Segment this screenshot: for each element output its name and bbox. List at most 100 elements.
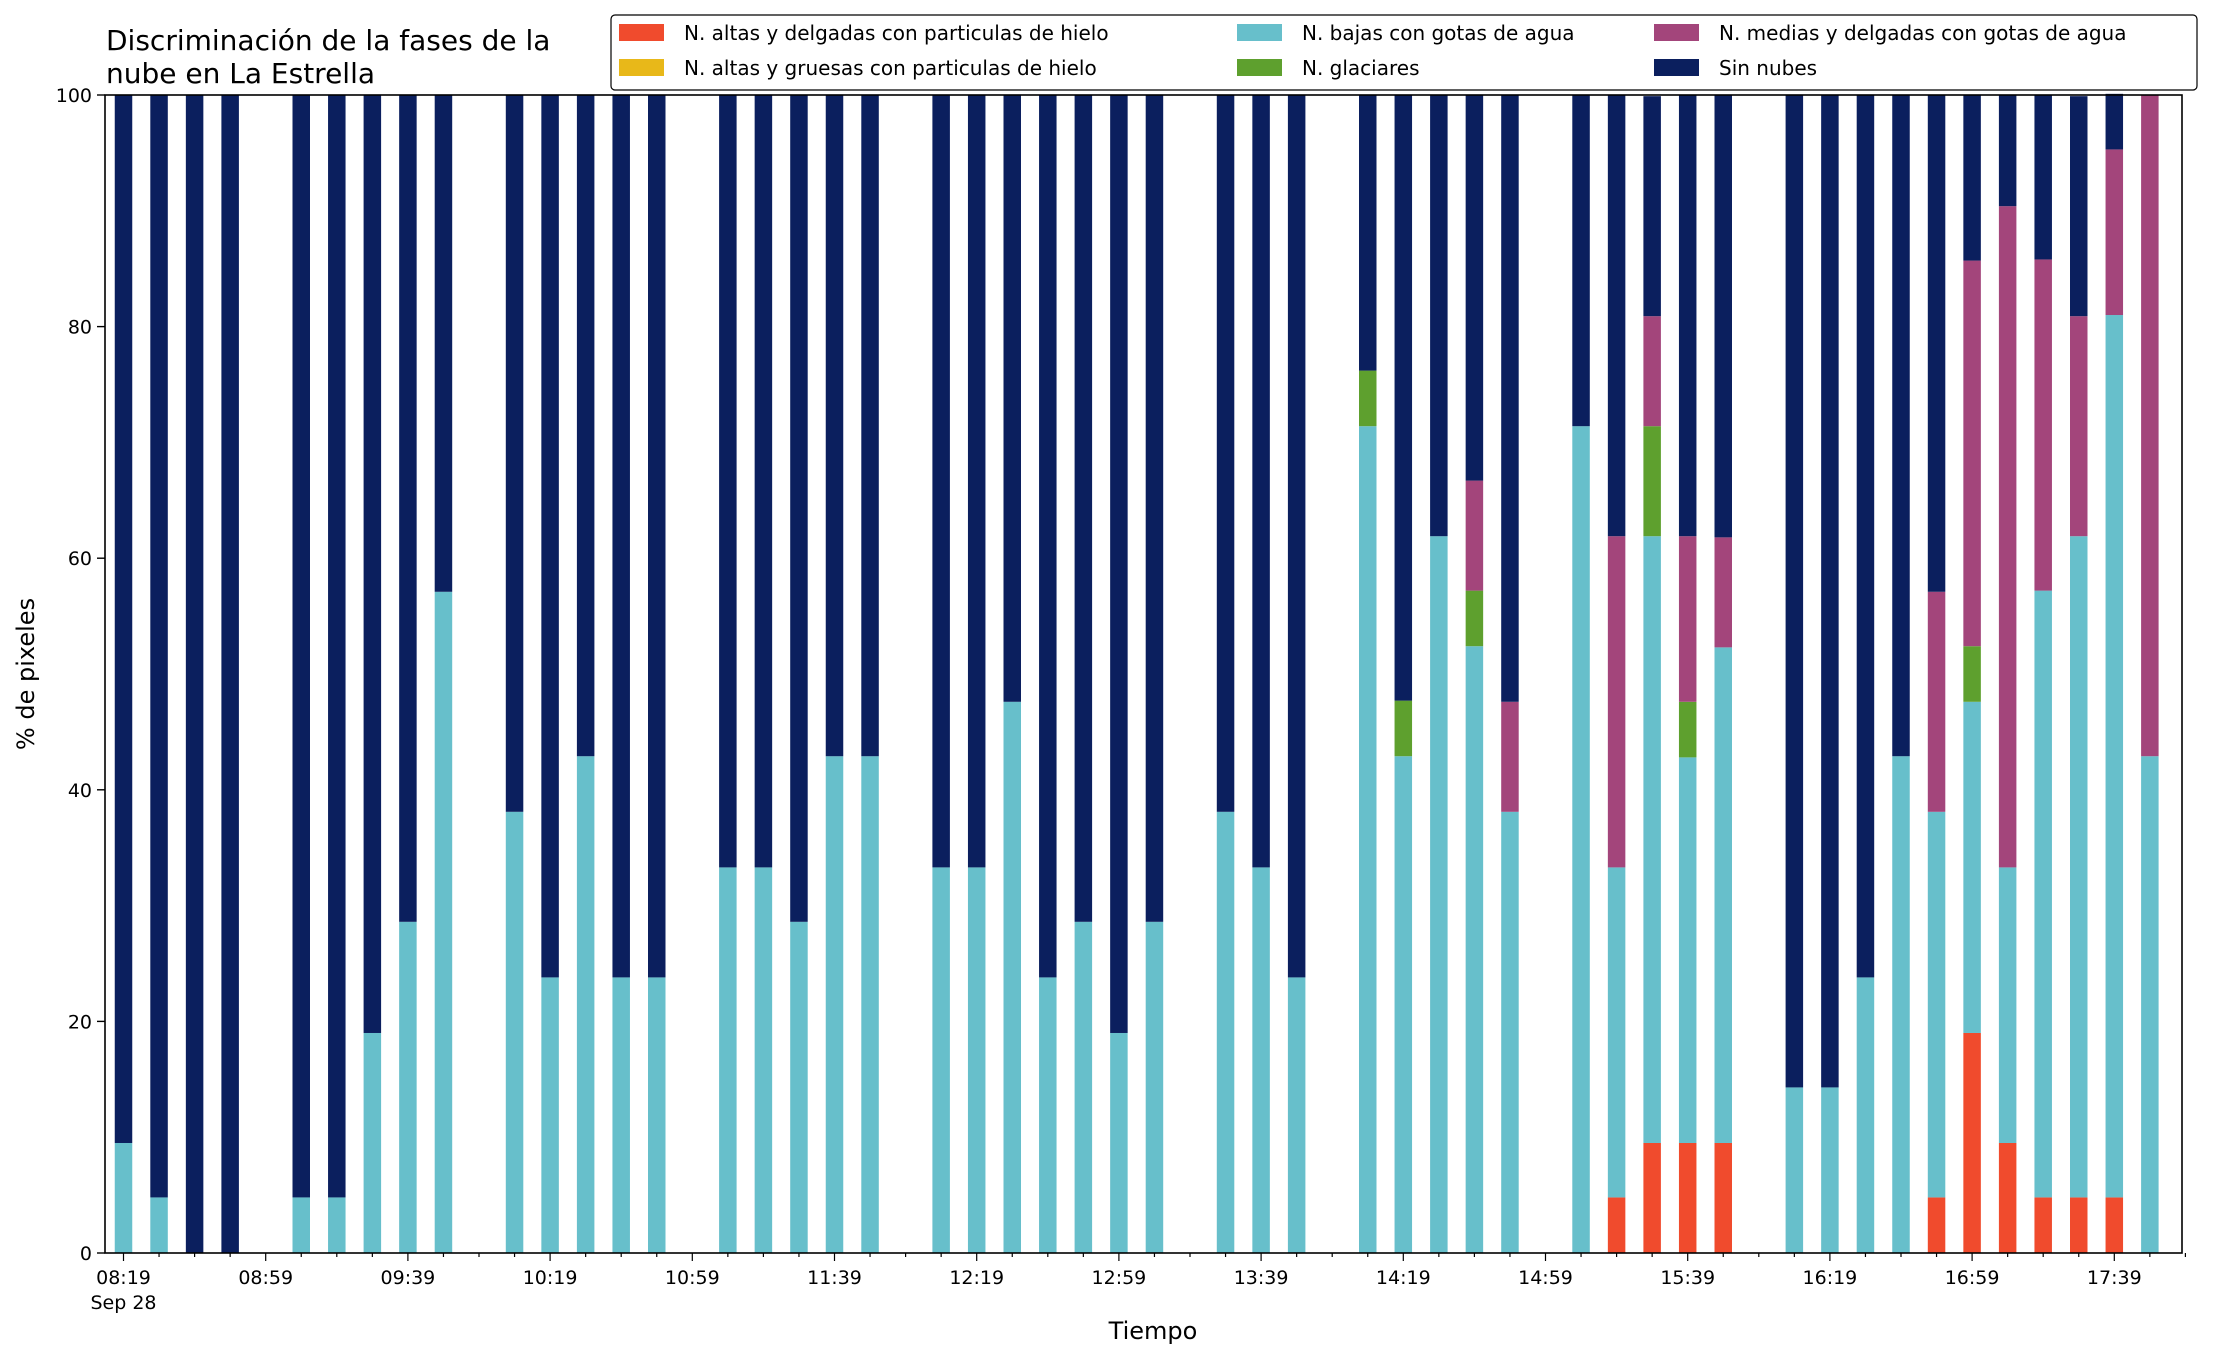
bar-segment-1749-s2 — [2141, 756, 2159, 1253]
bar-segment-1119-s5 — [754, 95, 773, 868]
bar-segment-1449-s4 — [1501, 701, 1519, 812]
bar-segment-1729-s2 — [2070, 536, 2088, 1198]
x-tick-label-1059: 10:59 — [665, 1267, 720, 1289]
bar-segment-1719-s0 — [2034, 1197, 2052, 1253]
bar-segment-1719-s2 — [2034, 590, 2052, 1198]
bar-segment-1049-s5 — [648, 95, 666, 978]
y-tick-label-80: 80 — [68, 317, 92, 339]
bar-segment-1649-s2 — [1927, 811, 1946, 1198]
bar-segment-1659-s5 — [1963, 95, 1981, 261]
bar-segment-0829-s5 — [150, 95, 168, 1198]
bar-segment-1719-s4 — [2034, 259, 2052, 591]
bar-segment-1529-s4 — [1643, 316, 1661, 427]
y-tick-label-0: 0 — [80, 1243, 92, 1265]
legend-label-0-1: N. bajas con gotas de agua — [1302, 21, 1575, 45]
y-axis: 0 20 40 60 80 100 — [56, 85, 105, 1265]
bar-segment-0829-s2 — [150, 1197, 168, 1253]
bar-segment-0929-s2 — [363, 1032, 382, 1253]
bar-segment-1349-s5 — [1287, 95, 1306, 978]
bar-segment-1209-s5 — [932, 95, 950, 868]
bar-segment-1139-s5 — [825, 95, 844, 757]
bar-segment-1429-s5 — [1430, 95, 1448, 537]
bar-segment-1619-s5 — [1821, 95, 1839, 1088]
bar-segment-1309-s5 — [1145, 95, 1164, 922]
bar-segment-1109-s5 — [719, 95, 737, 868]
bar-segment-1529-s5 — [1643, 96, 1661, 317]
x-tick-label-1019: 10:19 — [523, 1267, 578, 1289]
bar-segment-1519-s4 — [1607, 536, 1626, 868]
bar-segment-1539-s3 — [1678, 701, 1697, 758]
bar-segment-1729-s0 — [2070, 1197, 2088, 1253]
bar-segment-1219-s2 — [967, 867, 986, 1253]
bar-segment-1539-s5 — [1678, 95, 1697, 537]
bar-segment-1029-s5 — [576, 95, 595, 757]
bar-segment-1659-s4 — [1963, 260, 1981, 647]
x-axis: 08:19 08:59 09:39 10:19 10:59 11:39 12:19 12:59… — [90, 1253, 2186, 1314]
legend-swatch-1-0 — [619, 59, 664, 76]
bar-segment-1739-s5 — [2105, 93, 2124, 150]
bar-segment-0939-s2 — [399, 921, 417, 1253]
x-tick-label-1739: 17:39 — [2087, 1267, 2142, 1289]
bar-segment-1019-s2 — [541, 977, 559, 1253]
bar-segment-1649-s5 — [1927, 95, 1946, 592]
legend-label-0-2: N. medias y delgadas con gotas de agua — [1719, 21, 2127, 45]
bar-segment-1659-s3 — [1963, 646, 1981, 702]
legend-box — [610, 14, 2198, 91]
bar-segment-1039-s2 — [612, 977, 630, 1253]
bar-segment-1109-s2 — [719, 867, 737, 1253]
bar-segment-1049-s2 — [648, 977, 666, 1253]
bar-segment-1129-s5 — [790, 95, 808, 922]
x-tick-label-1539: 15:39 — [1660, 1267, 1715, 1289]
x-tick-label-1659: 16:59 — [1945, 1267, 2000, 1289]
y-axis-label: % de pixeles — [12, 598, 40, 750]
bar-segment-1659-s0 — [1963, 1032, 1981, 1253]
bar-segment-1549-s2 — [1714, 647, 1732, 1143]
legend-swatch-0-1 — [1237, 24, 1282, 41]
bar-segment-1409-s2 — [1359, 426, 1377, 1253]
bar-segment-1729-s5 — [2070, 96, 2088, 317]
bar-segment-1609-s2 — [1785, 1087, 1804, 1253]
bar-segment-1409-s3 — [1359, 370, 1377, 427]
bar-segment-1739-s4 — [2105, 149, 2124, 316]
bar-segment-1539-s2 — [1678, 757, 1697, 1143]
bar-segment-0909-s5 — [292, 95, 310, 1198]
bar-segment-1719-s5 — [2034, 95, 2052, 260]
bar-segment-0839-s5 — [185, 95, 204, 1253]
legend-label-0-0: N. altas y delgadas con particulas de hi… — [684, 21, 1109, 45]
chart-title-line-1: Discriminación de la fases de la — [106, 24, 550, 57]
bar-segment-1329-s5 — [1216, 95, 1235, 812]
bar-segment-1149-s5 — [861, 95, 879, 757]
bar-segment-1519-s2 — [1607, 867, 1626, 1198]
x-tick-label-1219: 12:19 — [949, 1267, 1004, 1289]
bar-segment-1609-s5 — [1785, 95, 1804, 1088]
legend: N. altas y delgadas con particulas de hi… — [610, 14, 2198, 91]
legend-label-1-1: N. glaciares — [1302, 56, 1420, 80]
bar-segment-1419-s3 — [1394, 700, 1413, 757]
x-tick-label-1139: 11:39 — [807, 1267, 862, 1289]
x-tick-label-1459: 14:59 — [1518, 1267, 1573, 1289]
x-tick-label-1419: 14:19 — [1376, 1267, 1431, 1289]
legend-swatch-1-2 — [1654, 59, 1699, 76]
bar-segment-1529-s3 — [1643, 426, 1661, 537]
x-tick-sublabel-date: Sep 28 — [90, 1292, 156, 1314]
x-tick-label-1339: 13:39 — [1234, 1267, 1289, 1289]
x-axis-label: Tiempo — [1108, 1317, 1198, 1345]
y-tick-label-60: 60 — [68, 548, 92, 570]
plot-frame — [104, 94, 2183, 1254]
bar-segment-1529-s2 — [1643, 536, 1661, 1143]
bar-segment-1439-s4 — [1465, 480, 1484, 591]
bar-segment-0939-s5 — [399, 95, 417, 922]
bar-segment-1709-s0 — [1998, 1142, 2017, 1253]
bar-segment-0819-s2 — [114, 1142, 133, 1253]
bar-segment-1419-s2 — [1394, 756, 1413, 1253]
bar-segment-1509-s2 — [1572, 426, 1590, 1253]
bar-segment-1619-s2 — [1821, 1087, 1839, 1253]
bar-segment-0949-s5 — [434, 95, 453, 592]
y-tick-label-100: 100 — [56, 85, 92, 107]
bar-segment-0919-s5 — [328, 95, 346, 1198]
bar-segment-1139-s2 — [825, 756, 844, 1253]
x-tick-label-0819: 08:19 — [96, 1267, 151, 1289]
bar-segment-1249-s5 — [1074, 95, 1093, 922]
bar-segment-1749-s4 — [2141, 95, 2159, 757]
